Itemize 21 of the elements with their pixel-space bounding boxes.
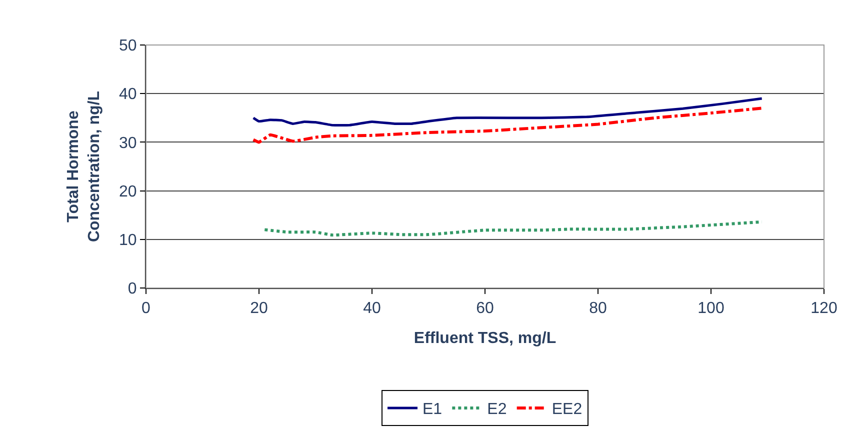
x-tick-label: 100 bbox=[698, 300, 724, 318]
x-tick-label: 120 bbox=[810, 300, 838, 318]
y-tick-label: 10 bbox=[119, 232, 137, 249]
line-series bbox=[252, 106, 764, 144]
y-tick-label: 20 bbox=[119, 183, 137, 200]
legend-label: EE2 bbox=[552, 401, 582, 418]
y-tick-label: 0 bbox=[128, 280, 137, 298]
y-tick-label: 50 bbox=[119, 38, 137, 55]
x-tick-label: 40 bbox=[363, 300, 381, 318]
x-tick-label: 0 bbox=[142, 300, 151, 318]
legend-label: E2 bbox=[487, 401, 507, 418]
y-tick-label: 40 bbox=[119, 86, 137, 104]
x-tick-label: 80 bbox=[589, 300, 607, 318]
x-tick-label: 60 bbox=[476, 300, 494, 318]
y-tick-label: 30 bbox=[119, 134, 137, 152]
y-axis-title: Total Hormone Concentration, ng/L bbox=[65, 90, 103, 242]
legend-label: E1 bbox=[422, 401, 442, 418]
x-axis-title: Effluent TSS, mg/L bbox=[414, 330, 556, 347]
x-tick-label: 20 bbox=[250, 300, 268, 318]
line-series bbox=[263, 220, 764, 237]
line-series bbox=[252, 97, 764, 127]
